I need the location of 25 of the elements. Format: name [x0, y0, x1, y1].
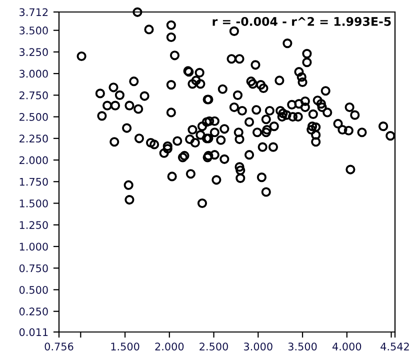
y-tick-label: 0.250 [19, 308, 48, 316]
y-tick-label: 3.000 [20, 70, 48, 78]
annotation: r = -0.004 - r^2 = 1.993E-5 [212, 17, 391, 26]
y-tick-label: 2.500 [20, 113, 48, 121]
y-tick-label: 0.500 [19, 286, 48, 294]
y-tick-label: 1.250 [20, 221, 48, 229]
y-tick-label: 1.000 [20, 242, 48, 251]
y-tick-label: 1.750 [20, 178, 48, 186]
y-tick-label: 2.250 [20, 134, 48, 143]
x-tick-label: 4.542 [380, 342, 409, 350]
y-tick-label: 2.000 [20, 156, 48, 164]
y-tick-label: 0.011 [19, 328, 48, 336]
x-tick-label: 3.000 [244, 342, 272, 350]
y-tick-label: 3.712 [20, 8, 48, 16]
x-tick-label: 4.000 [332, 342, 362, 350]
y-tick-label: 1.500 [20, 199, 48, 208]
x-tick-label: 1.500 [111, 342, 140, 350]
x-tick-label: 3.500 [288, 342, 317, 350]
y-tick-label: 3.250 [20, 48, 48, 56]
x-tick-label: 2.000 [155, 342, 184, 350]
y-tick-label: 2.750 [20, 91, 48, 100]
y-tick-label: 0.750 [19, 264, 48, 272]
x-tick-label: 2.500 [200, 342, 228, 350]
y-tick-label: 3.500 [20, 26, 48, 34]
x-tick-label: 0.756 [44, 342, 74, 350]
